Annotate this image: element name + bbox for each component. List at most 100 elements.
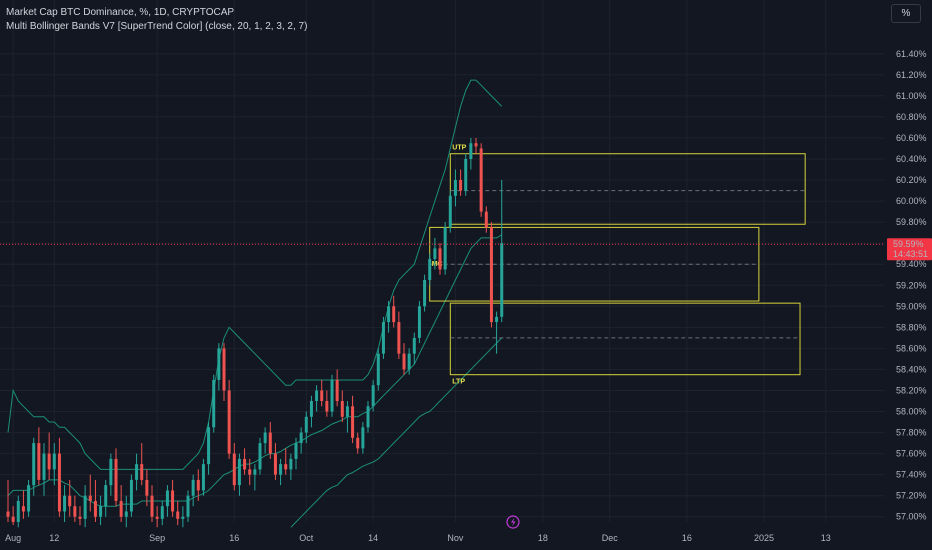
price-axis[interactable]: 61.40% 61.20% 61.00% 60.80% 60.60% 60.40% 60.2… [896, 49, 927, 522]
zone-box-ltp [449, 302, 801, 376]
candle-body [11, 516, 15, 522]
candle-body [217, 348, 221, 380]
candle-body [500, 243, 504, 317]
x-tick-label: Oct [299, 533, 314, 543]
x-tick-label: Aug [5, 533, 21, 543]
zone-label: LTP [452, 379, 465, 386]
candle-body [104, 485, 108, 507]
candle-body [263, 432, 267, 444]
x-tick-label: 18 [538, 533, 548, 543]
zone-label: UTP [452, 145, 466, 152]
y-tick-label: 59.00% [896, 301, 927, 311]
candle-body [340, 401, 344, 417]
candle-body [27, 485, 31, 512]
candle-body [73, 506, 77, 517]
current-price-marker: 59.59%14:43:51 [887, 238, 932, 261]
candle-body [119, 500, 123, 517]
candle-body [222, 348, 226, 391]
candle-body [237, 458, 241, 486]
candle-body [315, 390, 319, 401]
candle-body [186, 495, 190, 517]
y-tick-label: 58.60% [896, 343, 927, 353]
band-lower-line [290, 337, 503, 528]
candle-body [304, 416, 308, 433]
candle-body [253, 469, 257, 475]
candle-body [191, 479, 195, 496]
candle-body [448, 195, 452, 228]
candle-body [140, 464, 144, 480]
candle-body [402, 353, 406, 370]
x-tick-label: 13 [821, 533, 831, 543]
candle-body [227, 390, 231, 454]
y-tick-label: 60.00% [896, 196, 927, 206]
percent-scale-button[interactable]: % [891, 4, 921, 23]
candle-body [124, 511, 128, 517]
candle-body [345, 406, 349, 417]
y-tick-label: 58.00% [896, 407, 927, 417]
candle-body [407, 353, 411, 370]
time-axis[interactable]: Aug 12 Sep 16 Oct 14 Nov 18 Dec 16 2025 13 [5, 533, 831, 543]
candle-body [47, 453, 51, 470]
candle-body [335, 379, 339, 401]
candle-body [495, 316, 499, 323]
candle-body [135, 464, 139, 480]
y-tick-label: 60.40% [896, 154, 927, 164]
candle-body [114, 458, 118, 501]
y-tick-label: 61.40% [896, 49, 927, 59]
flash-icon[interactable] [506, 515, 520, 529]
x-tick-label: 12 [49, 533, 59, 543]
candle-body [443, 227, 447, 270]
candle-body [248, 469, 252, 475]
candle-body [330, 379, 334, 412]
candle-body [371, 385, 375, 407]
candle-body [361, 427, 365, 449]
y-tick-label: 61.20% [896, 70, 927, 80]
candle-body [423, 280, 427, 307]
price-marker-box [887, 238, 932, 261]
x-tick-label: 16 [229, 533, 239, 543]
candle-body [150, 495, 154, 517]
candle-body [294, 443, 298, 459]
candle-body [258, 443, 262, 470]
zone-label: MC [432, 261, 443, 268]
candles [6, 137, 504, 528]
candle-body [268, 432, 272, 454]
candle-body [109, 458, 113, 486]
y-tick-label: 57.00% [896, 512, 927, 522]
candle-body [83, 495, 87, 519]
candle-body [284, 464, 288, 470]
y-tick-label: 59.40% [896, 259, 927, 269]
y-tick-label: 58.40% [896, 364, 927, 374]
candle-body [320, 390, 324, 401]
candle-body [57, 453, 61, 512]
candle-body [6, 511, 10, 517]
y-tick-label: 59.20% [896, 280, 927, 290]
x-tick-label: Sep [149, 533, 165, 543]
candle-body [376, 353, 380, 386]
y-tick-label: 57.80% [896, 428, 927, 438]
candle-body [325, 401, 329, 412]
x-tick-label: 16 [682, 533, 692, 543]
indicator-legend[interactable]: Multi Bollinger Bands V7 [SuperTrend Col… [6, 21, 308, 32]
y-tick-label: 58.80% [896, 322, 927, 332]
x-tick-label: 14 [368, 533, 378, 543]
candle-body [299, 432, 303, 444]
candle-body [21, 506, 25, 512]
candle-body [201, 464, 205, 491]
candle-body [397, 322, 401, 354]
y-tick-label: 59.80% [896, 217, 927, 227]
candle-body [63, 495, 67, 512]
candle-body [78, 516, 82, 519]
candle-body [155, 516, 159, 519]
candle-body [232, 453, 236, 486]
candle-body [469, 143, 473, 159]
y-tick-label: 60.20% [896, 175, 927, 185]
y-tick-label: 61.00% [896, 91, 927, 101]
candle-body [207, 427, 211, 465]
y-tick-label: 60.80% [896, 112, 927, 122]
y-tick-label: 57.60% [896, 449, 927, 459]
candle-body [171, 490, 175, 512]
candle-body [289, 458, 293, 470]
